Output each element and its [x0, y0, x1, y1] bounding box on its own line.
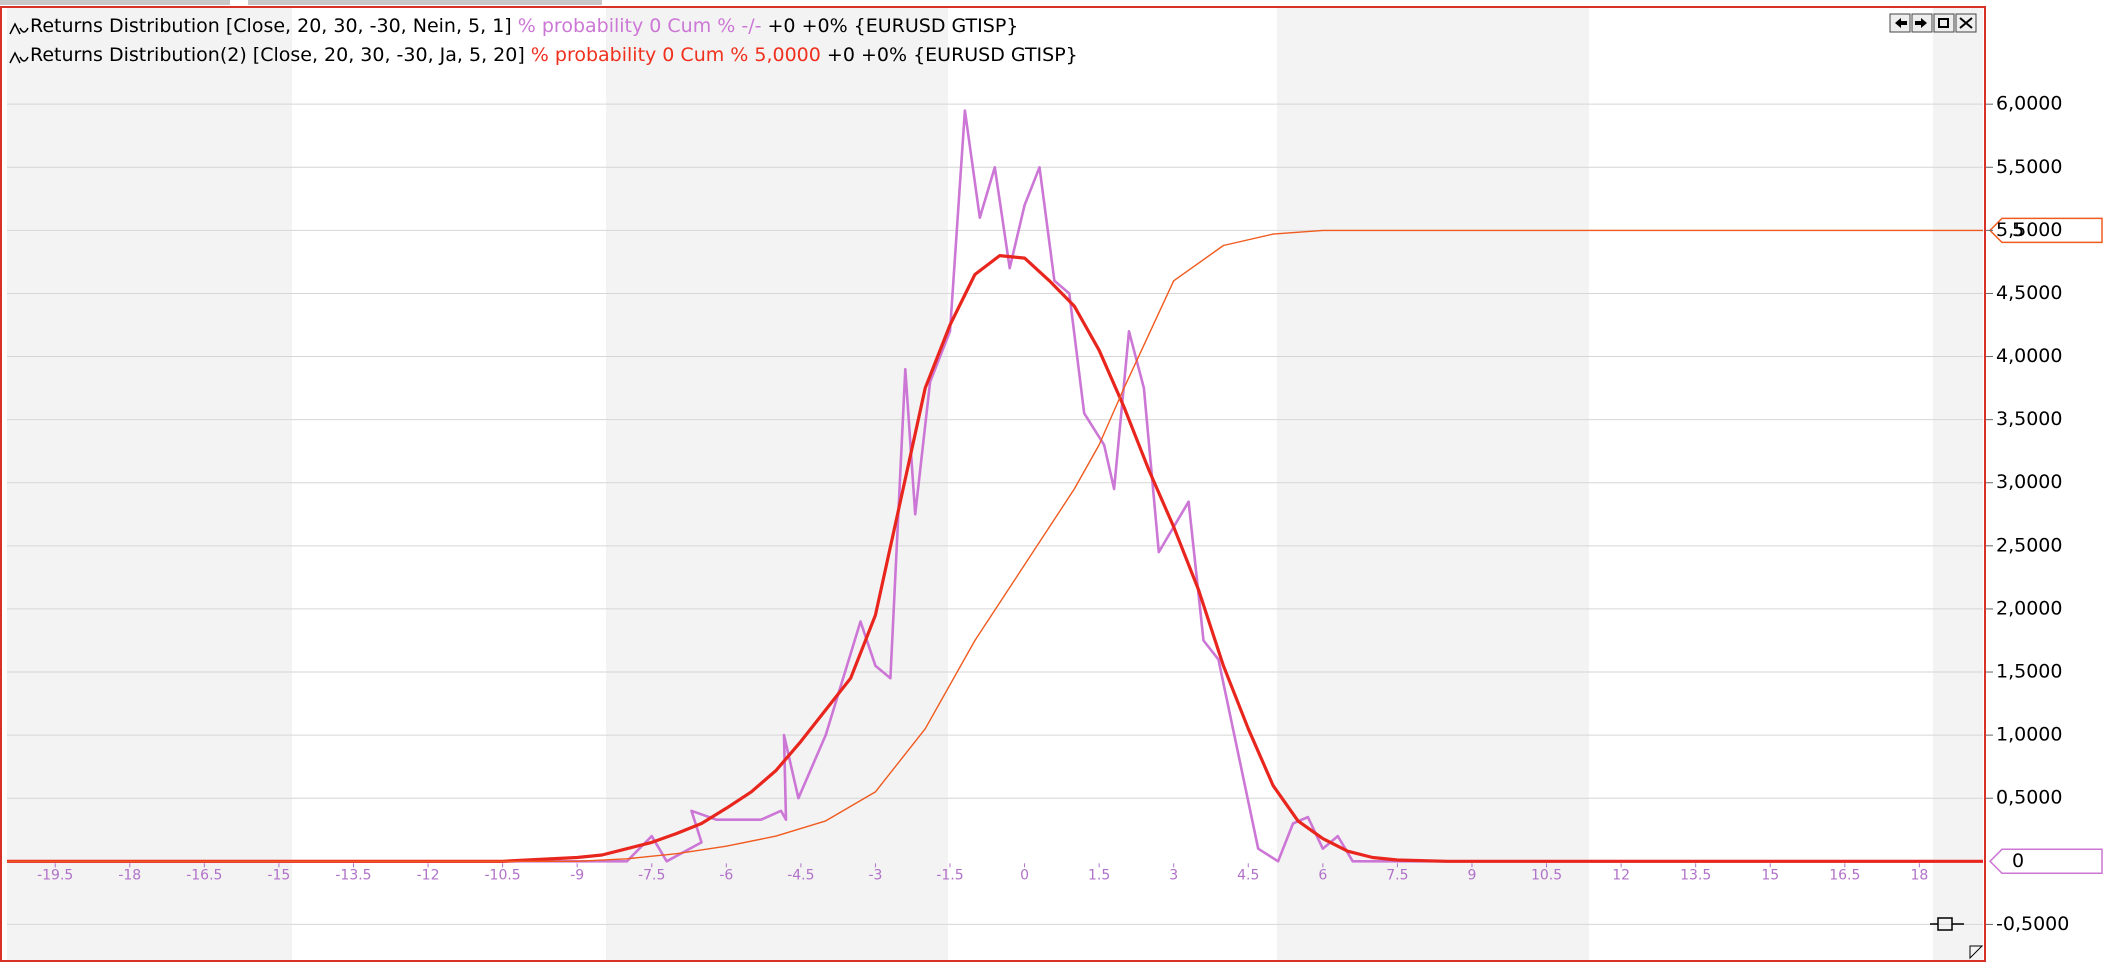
y-tick-label: 6,0000 [1996, 93, 2062, 115]
x-tick-label: 1.5 [1088, 867, 1110, 883]
legend-info: +0 +0% {EURUSD GTISP} [827, 44, 1078, 66]
legend-status: % probability 0 Cum % -/- [518, 15, 762, 37]
icon [1895, 18, 1907, 28]
y-tick-label: 1,0000 [1996, 724, 2062, 746]
y-tick-label: 3,0000 [1996, 471, 2062, 493]
tab [248, 0, 602, 5]
resize-grip[interactable] [1969, 945, 1984, 960]
x-tick-label: 10.5 [1531, 867, 1562, 883]
x-tick-label: 6 [1318, 867, 1327, 883]
x-tick-label: -15 [267, 867, 290, 883]
indicator-icon [9, 22, 29, 35]
x-tick-label: -19.5 [37, 867, 73, 883]
x-tick-label: 4.5 [1237, 867, 1259, 883]
y-axis: -0,5000 0,5000 1,0000 1,5000 2,0000 2,5000 3,0… [1984, 7, 2069, 961]
series-line [7, 254, 1983, 863]
link-icon [1930, 917, 1964, 931]
y-tick-label: 3,5000 [1996, 408, 2062, 430]
x-tick-label: 7.5 [1386, 867, 1408, 883]
value-marker [1988, 217, 2103, 244]
x-tick-label: -18 [118, 867, 141, 883]
x-tick-label: -10.5 [484, 867, 520, 883]
x-tick-label: 15 [1761, 867, 1779, 883]
x-tick-label: -9 [570, 867, 584, 883]
y-tick-label: 1,5000 [1996, 661, 2062, 683]
window-buttons [1889, 13, 1977, 33]
icon [1959, 17, 1973, 29]
y-tick-label: 0,5000 [1996, 787, 2062, 809]
x-tick-label: 13.5 [1680, 867, 1711, 883]
button-restore[interactable] [1933, 13, 1955, 33]
x-tick-label: 12 [1612, 867, 1630, 883]
legend-entry: Returns Distribution(2) [Close, 20, 30, … [30, 44, 1078, 66]
legend-name: Returns Distribution [Close, 20, 30, -30… [30, 15, 512, 37]
x-tick-label: -4.5 [787, 867, 814, 883]
band [1277, 7, 1589, 961]
band [1933, 7, 1983, 961]
x-tick-label: -13.5 [335, 867, 371, 883]
background-bands [7, 7, 1983, 961]
x-tick-label: 3 [1169, 867, 1178, 883]
x-tick-label: 18 [1910, 867, 1928, 883]
value-marker [1988, 848, 2103, 875]
x-tick-label: -6 [719, 867, 733, 883]
x-tick-label: -12 [417, 867, 440, 883]
series-line [7, 109, 1983, 863]
legend-name: Returns Distribution(2) [Close, 20, 30, … [30, 44, 525, 66]
y-tick-label: 5,5000 [1996, 219, 2062, 241]
legend-info: +0 +0% {EURUSD GTISP} [768, 15, 1019, 37]
y-tick-label: -0,5000 [1996, 913, 2069, 935]
band [7, 7, 292, 961]
legend-status: % probability 0 Cum % 5,0000 [531, 44, 821, 66]
value-marker-label: 5 [2012, 219, 2024, 241]
plot: 50 [7, 109, 2103, 875]
x-tick-label: 0 [1020, 867, 1029, 883]
indicator-icon [9, 51, 29, 64]
y-tick-label: 2,5000 [1996, 534, 2062, 556]
chart-border [0, 6, 1986, 962]
x-tick-label: -7.5 [638, 867, 665, 883]
y-tick-label: 4,5000 [1996, 282, 2062, 304]
legend: Returns Distribution [Close, 20, 30, -30… [9, 15, 1078, 66]
value-marker-label: 0 [2012, 850, 2024, 872]
icon [1938, 18, 1949, 28]
band [606, 7, 948, 961]
x-tick-label: -1.5 [936, 867, 963, 883]
y-tick-label: 4,0000 [1996, 345, 2062, 367]
series-line [7, 229, 1983, 862]
icon [1915, 18, 1927, 28]
legend-entry: Returns Distribution [Close, 20, 30, -30… [30, 15, 1018, 37]
y-tick-label: 2,0000 [1996, 597, 2062, 619]
y-tick-label: 5,5000 [1996, 156, 2062, 178]
x-tick-label: 16.5 [1829, 867, 1860, 883]
x-tick-label: -3 [868, 867, 882, 883]
x-tick-label: 9 [1468, 867, 1477, 883]
x-tick-label: -16.5 [186, 867, 222, 883]
tab [0, 0, 230, 5]
